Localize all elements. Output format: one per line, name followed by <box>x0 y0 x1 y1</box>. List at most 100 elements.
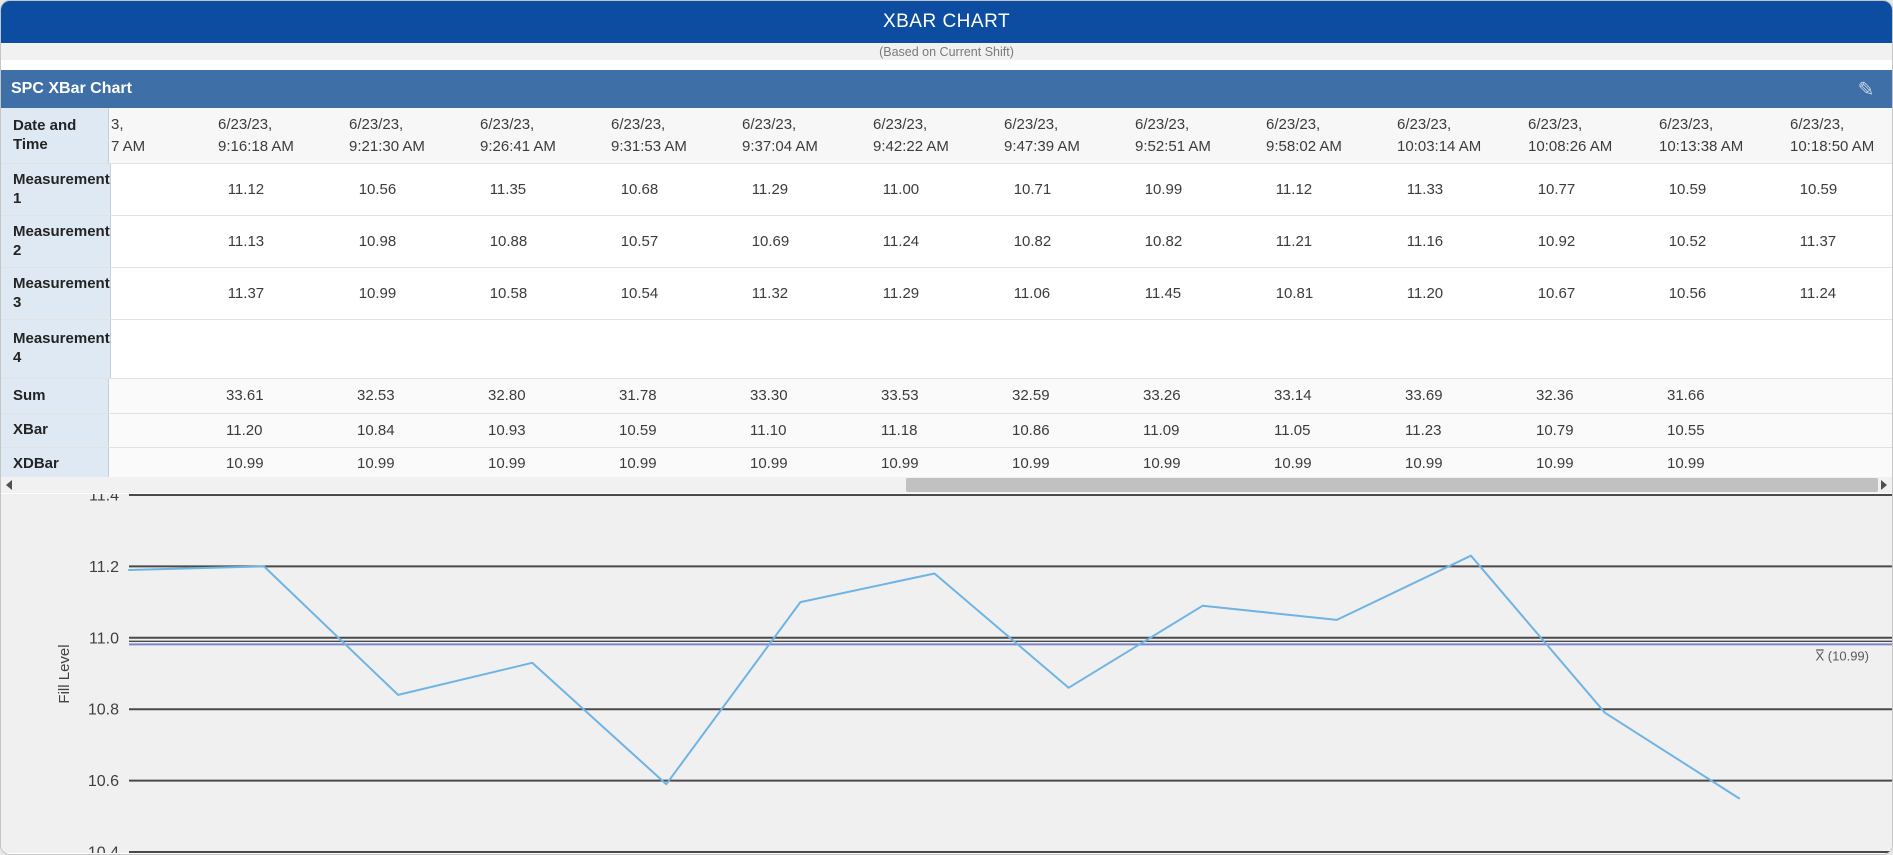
table-cell: 10.54 <box>620 284 659 302</box>
table-row: Date and Time 3, 7 AM 6/23/23, 9:16:18 AM 6/2… <box>1 108 1892 164</box>
table-cell <box>446 320 577 378</box>
date-time-header-cell: 6/23/23, 9:42:22 AM <box>873 115 949 155</box>
y-axis-tick-label: 10.8 <box>88 702 119 719</box>
table-cell: 10.99 <box>1274 455 1312 473</box>
table-cell: 10.99 <box>488 455 526 473</box>
date-time-header-cell: 6/23/23, 9:52:51 AM <box>1135 115 1211 155</box>
table-row: Measurement 4 <box>1 320 1892 379</box>
table-cell: 33.61 <box>226 387 264 405</box>
scrollbar-thumb[interactable] <box>906 478 1878 492</box>
spc-table: Date and Time 3, 7 AM 6/23/23, 9:16:18 AM 6/2… <box>1 108 1892 481</box>
table-cell: 10.52 <box>1668 232 1707 250</box>
xbar-series-line <box>128 554 1741 800</box>
table-cell: 11.18 <box>881 421 918 439</box>
table-cell: 10.99 <box>881 455 919 473</box>
date-time-header-cell: 6/23/23, 9:58:02 AM <box>1266 115 1342 155</box>
table-cell: 11.29 <box>751 180 789 198</box>
clipped-value-cell <box>109 414 182 447</box>
table-row: XBar 11.20 10.84 10.93 10.59 11.10 11.18 10.86 1… <box>1 414 1892 448</box>
edit-pencil-icon[interactable]: ✎ <box>1857 79 1875 101</box>
table-cell <box>577 320 708 378</box>
y-axis-tick-label: 11.0 <box>89 630 119 647</box>
table-cell: 11.16 <box>1406 232 1444 250</box>
table-cell: 32.59 <box>1012 387 1050 405</box>
table-cell: 11.37 <box>227 284 265 302</box>
table-cell: 11.23 <box>1405 421 1442 439</box>
table-cell: 10.99 <box>1012 455 1050 473</box>
table-cell: 31.66 <box>1667 387 1705 405</box>
clipped-value-cell <box>111 164 184 215</box>
table-cell: 33.26 <box>1143 387 1181 405</box>
table-cell: 11.24 <box>1799 284 1837 302</box>
clipped-value-cell <box>111 320 184 378</box>
table-cell: 10.92 <box>1537 232 1576 250</box>
y-axis-tick-label: 10.6 <box>88 773 119 790</box>
table-cell: 10.56 <box>358 180 397 198</box>
table-cell <box>1754 379 1885 413</box>
table-cell: 11.37 <box>1799 232 1837 250</box>
date-time-header-cell: 6/23/23, 9:37:04 AM <box>742 115 818 155</box>
table-cell: 10.98 <box>358 232 397 250</box>
table-cell: 11.10 <box>750 421 787 439</box>
y-axis-tick-label: 11.4 <box>89 494 119 505</box>
table-cell: 10.79 <box>1536 421 1574 439</box>
table-cell: 10.81 <box>1275 284 1314 302</box>
table-cell <box>1756 320 1887 378</box>
table-cell: 11.33 <box>1406 180 1444 198</box>
table-cell: 10.82 <box>1013 232 1052 250</box>
app-header-bar: XBAR CHART <box>1 1 1892 43</box>
row-label: Sum <box>1 379 109 413</box>
table-cell: 11.20 <box>226 421 263 439</box>
table-cell: 10.77 <box>1537 180 1576 198</box>
table-row: XDBar 10.99 10.99 10.99 10.99 10.99 10.99 10.99… <box>1 448 1892 481</box>
table-cell: 10.56 <box>1668 284 1707 302</box>
date-time-header-cell: 6/23/23, 10:08:26 AM <box>1528 115 1613 155</box>
scroll-right-arrow-icon[interactable] <box>1876 477 1892 493</box>
table-cell <box>1363 320 1494 378</box>
scroll-left-arrow-icon[interactable] <box>1 477 17 493</box>
table-cell: 10.86 <box>1012 421 1050 439</box>
table-cell: 10.58 <box>489 284 528 302</box>
table-cell <box>315 320 446 378</box>
table-cell: 11.29 <box>882 284 920 302</box>
table-cell: 33.14 <box>1274 387 1312 405</box>
table-cell: 10.99 <box>226 455 264 473</box>
table-cell: 10.99 <box>1405 455 1443 473</box>
y-axis-tick-label: 11.2 <box>89 559 119 576</box>
table-cell: 10.59 <box>1668 180 1707 198</box>
table-row: Measurement 1 11.12 10.56 11.35 10.68 11.29 11… <box>1 164 1892 216</box>
xbar-line-chart: 11.4 11.2 11.0 10.8 10.6 10.4 X̿ (10.99) Fill L… <box>56 494 1892 853</box>
horizontal-scrollbar[interactable] <box>1 477 1892 493</box>
page-subtitle: (Based on Current Shift) <box>879 44 1014 59</box>
table-cell: 10.93 <box>488 421 526 439</box>
table-cell: 32.80 <box>488 387 526 405</box>
table-cell: 10.99 <box>358 284 397 302</box>
xbar-chart-area: 11.4 11.2 11.0 10.8 10.6 10.4 X̿ (10.99) Fill L… <box>1 494 1892 853</box>
table-cell: 33.69 <box>1405 387 1443 405</box>
panel-title: SPC XBar Chart <box>11 80 132 97</box>
table-cell: 10.99 <box>1144 180 1183 198</box>
clipped-value-cell <box>111 268 184 319</box>
table-cell: 31.78 <box>619 387 657 405</box>
row-label: Measurement 4 <box>1 320 111 378</box>
table-cell: 11.09 <box>1143 421 1180 439</box>
table-row: Sum 33.61 32.53 32.80 31.78 33.30 33.53 32.59 33… <box>1 379 1892 414</box>
clipped-value-cell <box>111 216 184 267</box>
table-cell: 10.68 <box>620 180 659 198</box>
table-cell: 10.99 <box>1143 455 1181 473</box>
table-cell <box>1232 320 1363 378</box>
table-cell: 10.99 <box>1667 455 1705 473</box>
table-cell <box>1754 448 1885 480</box>
table-cell: 11.45 <box>1144 284 1182 302</box>
row-label: Date and Time <box>1 108 109 163</box>
table-cell: 11.13 <box>227 232 265 250</box>
table-cell: 10.59 <box>1799 180 1838 198</box>
row-label: Measurement 3 <box>1 268 111 319</box>
date-time-header-cell: 6/23/23, 10:03:14 AM <box>1397 115 1482 155</box>
table-cell: 10.84 <box>357 421 395 439</box>
clipped-value-cell <box>109 448 182 480</box>
date-time-header-cell: 6/23/23, 9:16:18 AM <box>218 115 294 155</box>
table-cell: 10.99 <box>1536 455 1574 473</box>
table-cell: 32.36 <box>1536 387 1574 405</box>
